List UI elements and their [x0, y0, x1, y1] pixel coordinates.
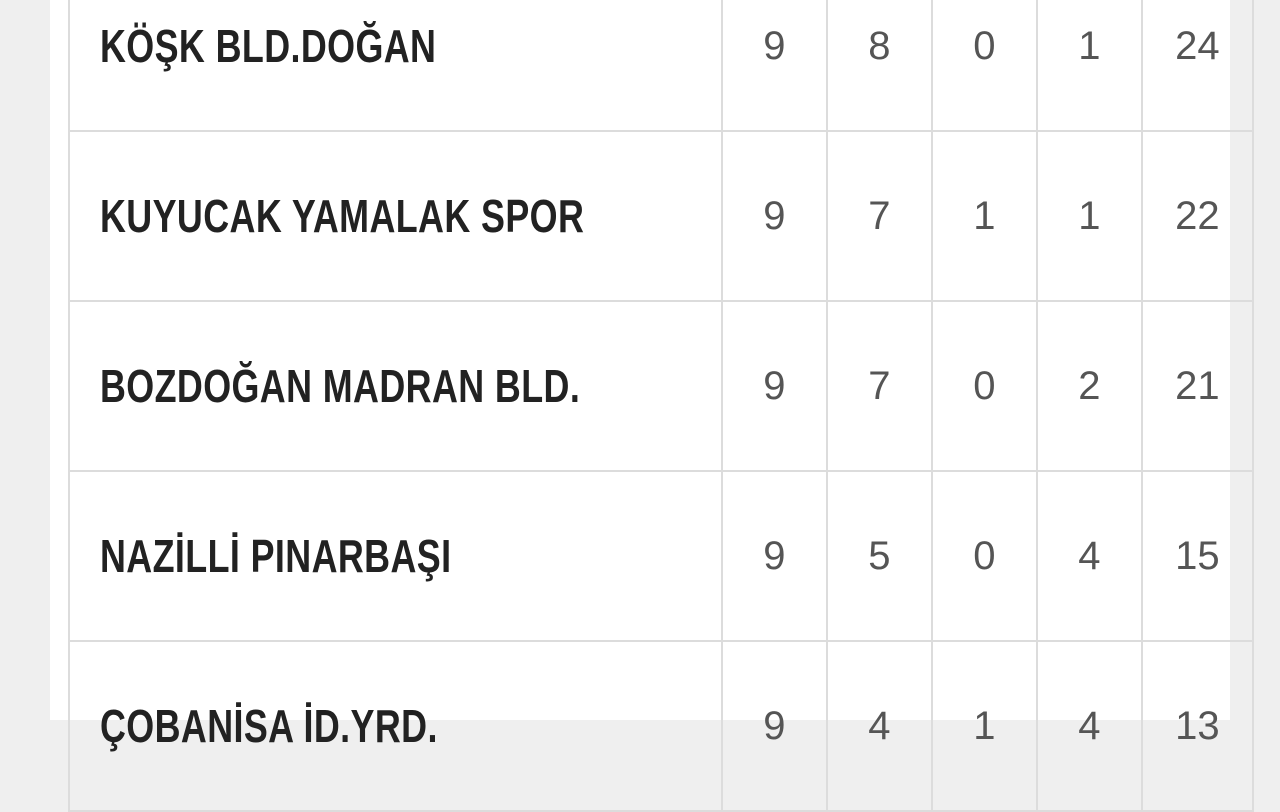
- team-cell: KÖŞK BLD.DOĞAN: [68, 0, 723, 132]
- lost-cell: 4: [1035, 470, 1143, 642]
- points-cell: 22: [1140, 130, 1254, 302]
- won-cell: 7: [825, 130, 933, 302]
- drawn-cell: 0: [930, 300, 1038, 472]
- team-name: KÖŞK BLD.DOĞAN: [100, 20, 437, 72]
- team-name: KUYUCAK YAMALAK SPOR: [100, 190, 585, 242]
- played-cell: 9: [720, 0, 828, 132]
- points-cell: 24: [1140, 0, 1254, 132]
- points-cell: 15: [1140, 470, 1254, 642]
- lost-cell: 2: [1035, 300, 1143, 472]
- team-name: ÇOBANİSA İD.YRD.: [100, 700, 438, 752]
- table-row: NAZİLLİ PINARBAŞI 9 5 0 4 15: [68, 470, 1254, 642]
- played-cell: 9: [720, 470, 828, 642]
- won-cell: 4: [825, 640, 933, 812]
- points-cell: 21: [1140, 300, 1254, 472]
- drawn-cell: 0: [930, 470, 1038, 642]
- won-cell: 7: [825, 300, 933, 472]
- drawn-cell: 1: [930, 640, 1038, 812]
- played-cell: 9: [720, 640, 828, 812]
- lost-cell: 1: [1035, 0, 1143, 132]
- played-cell: 9: [720, 130, 828, 302]
- won-cell: 8: [825, 0, 933, 132]
- won-cell: 5: [825, 470, 933, 642]
- lost-cell: 1: [1035, 130, 1143, 302]
- lost-cell: 4: [1035, 640, 1143, 812]
- team-cell: BOZDOĞAN MADRAN BLD.: [68, 300, 723, 472]
- team-cell: ÇOBANİSA İD.YRD.: [68, 640, 723, 812]
- table-row: BOZDOĞAN MADRAN BLD. 9 7 0 2 21: [68, 300, 1254, 472]
- drawn-cell: 1: [930, 130, 1038, 302]
- points-cell: 13: [1140, 640, 1254, 812]
- table-row: KÖŞK BLD.DOĞAN 9 8 0 1 24: [68, 0, 1254, 132]
- standings-table: KÖŞK BLD.DOĞAN 9 8 0 1 24 KUYUCAK YAMALAK SPOR…: [68, 0, 1254, 812]
- table-row: ÇOBANİSA İD.YRD. 9 4 1 4 13: [68, 640, 1254, 812]
- team-cell: KUYUCAK YAMALAK SPOR: [68, 130, 723, 302]
- team-cell: NAZİLLİ PINARBAŞI: [68, 470, 723, 642]
- played-cell: 9: [720, 300, 828, 472]
- team-name: NAZİLLİ PINARBAŞI: [100, 530, 452, 582]
- team-name: BOZDOĞAN MADRAN BLD.: [100, 360, 581, 412]
- drawn-cell: 0: [930, 0, 1038, 132]
- table-row: KUYUCAK YAMALAK SPOR 9 7 1 1 22: [68, 130, 1254, 302]
